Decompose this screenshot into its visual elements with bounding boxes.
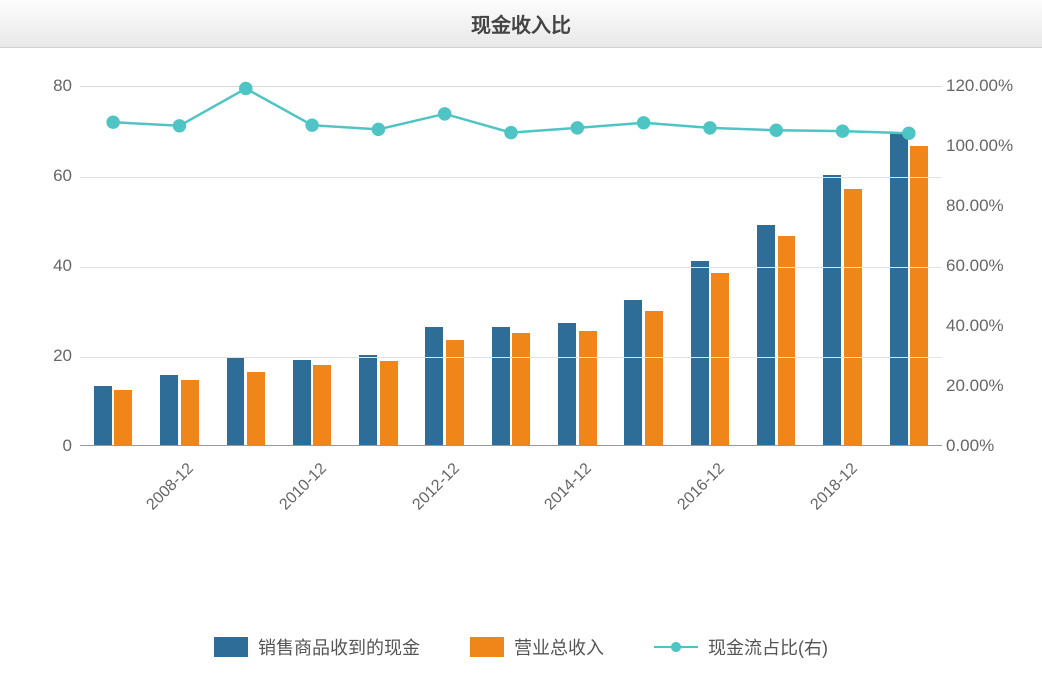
legend-item: 销售商品收到的现金 <box>214 634 420 660</box>
line-layer <box>80 87 942 445</box>
line-marker <box>903 127 915 139</box>
y-right-tick-label: 40.00% <box>946 316 1036 336</box>
y-right-tick-label: 0.00% <box>946 436 1036 456</box>
y-left-tick-label: 0 <box>12 436 72 456</box>
gridline <box>80 177 942 178</box>
x-tick-label: 2010-12 <box>277 460 331 514</box>
legend-swatch-line <box>654 646 698 648</box>
legend: 销售商品收到的现金 营业总收入 现金流占比(右) <box>0 634 1042 660</box>
plot-area <box>80 86 942 446</box>
y-right-tick-label: 100.00% <box>946 136 1036 156</box>
line-marker <box>837 125 849 137</box>
line-marker <box>770 124 782 136</box>
gridline <box>80 267 942 268</box>
line-marker <box>439 108 451 120</box>
legend-item: 营业总收入 <box>470 634 604 660</box>
y-left-tick-label: 80 <box>12 76 72 96</box>
line-marker <box>372 123 384 135</box>
y-left-tick-label: 40 <box>12 256 72 276</box>
title-bar: 现金收入比 <box>0 0 1042 48</box>
y-right-tick-label: 80.00% <box>946 196 1036 216</box>
legend-label: 营业总收入 <box>514 634 604 660</box>
gridline <box>80 357 942 358</box>
y-left-tick-label: 20 <box>12 346 72 366</box>
line-marker <box>571 122 583 134</box>
legend-swatch-rect <box>214 637 248 657</box>
line-marker <box>107 116 119 128</box>
x-tick-label: 2016-12 <box>674 460 728 514</box>
chart-area: 0 20 40 60 80 0.00% 20.00% 40.00% 60.00% 80.00% 1… <box>0 48 1042 682</box>
legend-item: 现金流占比(右) <box>654 634 828 660</box>
legend-swatch-rect <box>470 637 504 657</box>
line-marker <box>505 127 517 139</box>
y-right-tick-label: 60.00% <box>946 256 1036 276</box>
line-marker <box>704 122 716 134</box>
x-tick-label: 2014-12 <box>542 460 596 514</box>
y-right-tick-label: 20.00% <box>946 376 1036 396</box>
y-left-tick-label: 60 <box>12 166 72 186</box>
legend-label: 现金流占比(右) <box>708 634 828 660</box>
line-marker <box>638 117 650 129</box>
chart-title: 现金收入比 <box>471 9 571 38</box>
line-marker <box>240 83 252 95</box>
x-tick-label: 2012-12 <box>409 460 463 514</box>
x-tick-label: 2018-12 <box>807 460 861 514</box>
line-marker <box>173 120 185 132</box>
legend-label: 销售商品收到的现金 <box>258 634 420 660</box>
x-tick-label: 2008-12 <box>144 460 198 514</box>
line-marker <box>306 119 318 131</box>
y-right-tick-label: 120.00% <box>946 76 1036 96</box>
